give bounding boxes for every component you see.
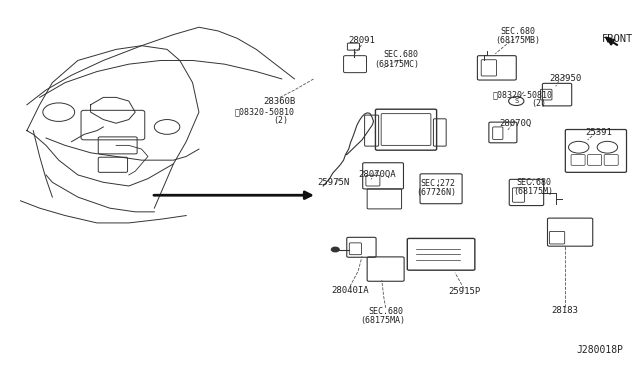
Text: 28070QA: 28070QA: [358, 170, 396, 179]
Circle shape: [332, 247, 339, 252]
Text: Ⓝ08320-50810: Ⓝ08320-50810: [493, 90, 552, 99]
Text: (2): (2): [273, 116, 288, 125]
Text: 28360B: 28360B: [264, 97, 296, 106]
Text: 25915P: 25915P: [448, 288, 480, 296]
Text: SEC.272: SEC.272: [420, 179, 456, 187]
Text: 25975N: 25975N: [317, 178, 349, 187]
Text: (68175M): (68175M): [513, 187, 553, 196]
Text: Ⓝ08320-50810: Ⓝ08320-50810: [235, 108, 294, 117]
Text: FRONT: FRONT: [602, 34, 633, 44]
Text: SEC.680: SEC.680: [383, 51, 419, 60]
Text: (2): (2): [531, 99, 546, 108]
Text: 25391: 25391: [586, 128, 612, 137]
Text: 28070Q: 28070Q: [499, 119, 531, 128]
Text: 283950: 283950: [549, 74, 582, 83]
Text: 28091: 28091: [348, 36, 375, 45]
Text: SEC.680: SEC.680: [500, 27, 535, 36]
Text: 28183: 28183: [551, 306, 578, 315]
Text: (68175MC): (68175MC): [374, 60, 419, 69]
Text: S: S: [514, 98, 518, 104]
Text: 28040IA: 28040IA: [331, 286, 369, 295]
Text: (67726N): (67726N): [416, 188, 456, 197]
Text: SEC.680: SEC.680: [368, 307, 403, 316]
Text: SEC.680: SEC.680: [516, 178, 552, 187]
Text: (68175MA): (68175MA): [360, 316, 405, 325]
Text: J280018P: J280018P: [577, 345, 624, 355]
Text: (68175MB): (68175MB): [495, 36, 540, 45]
